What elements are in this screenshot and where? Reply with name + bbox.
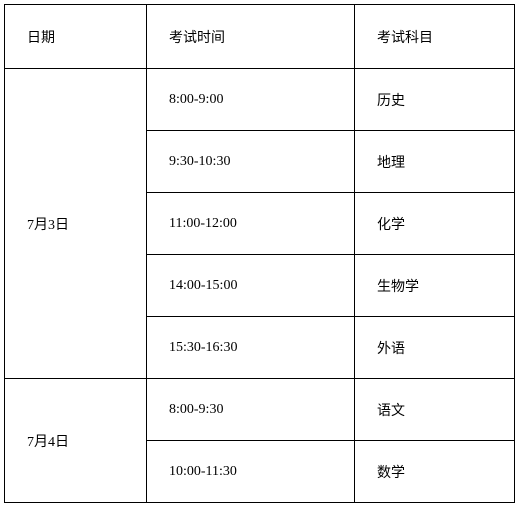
subject-cell: 历史 [355, 69, 515, 131]
time-cell: 15:30-16:30 [147, 317, 355, 379]
time-cell: 9:30-10:30 [147, 131, 355, 193]
time-cell: 10:00-11:30 [147, 441, 355, 503]
table-row: 7月3日 8:00-9:00 历史 [5, 69, 515, 131]
date-cell: 7月3日 [5, 69, 147, 379]
subject-cell: 外语 [355, 317, 515, 379]
header-time: 考试时间 [147, 5, 355, 69]
subject-cell: 数学 [355, 441, 515, 503]
table-header-row: 日期 考试时间 考试科目 [5, 5, 515, 69]
time-cell: 11:00-12:00 [147, 193, 355, 255]
subject-cell: 地理 [355, 131, 515, 193]
header-date: 日期 [5, 5, 147, 69]
exam-schedule-table: 日期 考试时间 考试科目 7月3日 8:00-9:00 历史 9:30-10:3… [4, 4, 515, 503]
time-cell: 14:00-15:00 [147, 255, 355, 317]
table-row: 7月4日 8:00-9:30 语文 [5, 379, 515, 441]
time-cell: 8:00-9:30 [147, 379, 355, 441]
date-cell: 7月4日 [5, 379, 147, 503]
header-subject: 考试科目 [355, 5, 515, 69]
subject-cell: 化学 [355, 193, 515, 255]
subject-cell: 语文 [355, 379, 515, 441]
time-cell: 8:00-9:00 [147, 69, 355, 131]
table-body: 7月3日 8:00-9:00 历史 9:30-10:30 地理 11:00-12… [5, 69, 515, 503]
subject-cell: 生物学 [355, 255, 515, 317]
